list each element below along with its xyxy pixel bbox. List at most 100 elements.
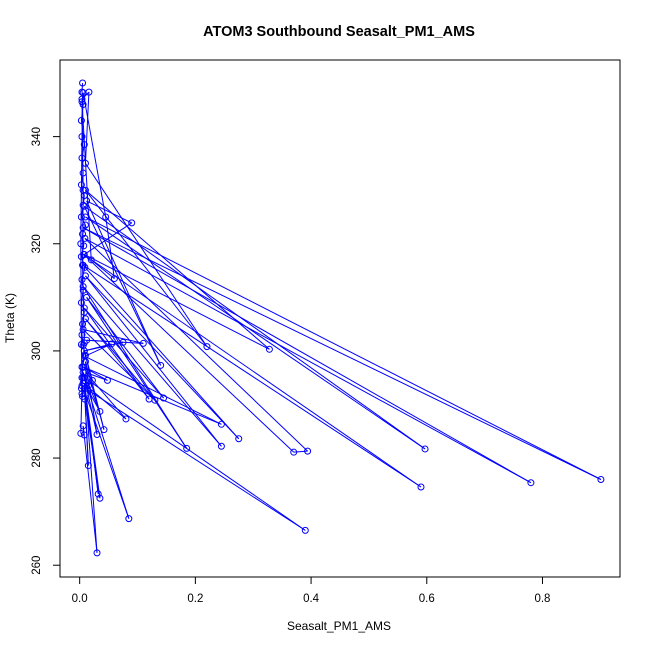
- data-point: [79, 283, 87, 291]
- data-point: [119, 338, 127, 346]
- series-segment: [84, 222, 133, 255]
- data-point: [79, 186, 87, 194]
- series-segment: [83, 328, 144, 344]
- data-point: [235, 435, 243, 443]
- series-segment: [82, 425, 98, 553]
- data-point: [79, 169, 87, 177]
- series-segment: [84, 238, 308, 452]
- series-segment: [82, 286, 222, 447]
- data-point: [78, 98, 86, 106]
- series-segment: [84, 388, 98, 553]
- series-segment: [86, 297, 188, 449]
- series-segment: [84, 355, 222, 425]
- data-point: [217, 442, 225, 450]
- series-segment: [82, 286, 188, 449]
- series-segment: [86, 339, 124, 343]
- x-axis: 0.0 0.2 0.4 0.6 0.8: [72, 576, 550, 605]
- series-segment: [86, 297, 164, 399]
- data-point: [597, 475, 605, 483]
- series-segment: [82, 227, 532, 484]
- data-point: [81, 234, 89, 242]
- data-point: [79, 79, 87, 87]
- data-point: [80, 431, 88, 439]
- data-point: [79, 422, 87, 430]
- series-segment: [82, 227, 602, 480]
- x-tick-label: 0.0: [72, 593, 88, 605]
- data-point: [83, 336, 91, 344]
- y-axis-label: Theta (K): [3, 293, 17, 343]
- data-point: [80, 308, 88, 316]
- data-point: [77, 213, 85, 221]
- data-point: [81, 352, 89, 360]
- series-segment: [80, 385, 83, 434]
- series-segment: [82, 329, 156, 401]
- x-tick-label: 0.2: [187, 593, 203, 605]
- data-point: [81, 159, 89, 167]
- data-point: [79, 261, 87, 269]
- data-point: [265, 345, 273, 353]
- series-segment: [86, 200, 132, 224]
- data-point: [157, 361, 165, 369]
- data-point: [100, 426, 108, 434]
- data-point: [421, 445, 429, 453]
- data-point: [79, 286, 87, 294]
- data-point: [128, 219, 136, 227]
- data-point: [81, 272, 89, 280]
- data-point: [79, 320, 87, 328]
- y-tick-label: 340: [31, 127, 43, 146]
- series-segment: [82, 264, 240, 440]
- series-segment: [82, 264, 422, 488]
- data-point: [77, 240, 85, 248]
- data-point: [80, 347, 88, 355]
- data-point: [301, 526, 309, 534]
- data-point: [151, 396, 159, 404]
- data-point: [93, 549, 101, 557]
- data-point: [203, 343, 211, 351]
- series-segment: [82, 92, 107, 218]
- data-point: [79, 89, 87, 97]
- data-point: [87, 256, 95, 264]
- data-point: [77, 117, 85, 125]
- series-segment: [80, 136, 83, 244]
- data-point: [81, 390, 89, 398]
- series-segment: [85, 216, 426, 450]
- data-point: [88, 376, 96, 384]
- data-point: [81, 186, 89, 194]
- series-segment: [84, 343, 112, 352]
- data-point: [96, 494, 104, 502]
- data-point: [125, 515, 133, 523]
- series-segment: [84, 237, 532, 484]
- series-segment: [83, 377, 130, 519]
- y-tick-label: 320: [31, 234, 43, 253]
- data-point: [81, 315, 89, 323]
- data-point: [80, 304, 88, 312]
- x-tick-label: 0.4: [303, 593, 320, 605]
- data-point: [78, 276, 86, 284]
- series-segment: [85, 216, 602, 480]
- chart-title: ATOM3 Southbound Seasalt_PM1_AMS: [203, 24, 475, 40]
- data-point: [93, 430, 101, 438]
- series-segment: [83, 254, 295, 453]
- series-segment: [83, 307, 164, 399]
- series-segment: [81, 83, 84, 93]
- data-point: [304, 447, 312, 455]
- series-segment: [82, 366, 222, 425]
- x-tick-label: 0.8: [534, 593, 550, 605]
- data-point: [80, 202, 88, 210]
- data-point: [81, 358, 89, 366]
- data-point: [81, 395, 89, 403]
- data-point: [217, 420, 225, 428]
- series-segment: [84, 205, 426, 450]
- series-lines: [80, 83, 602, 553]
- series-segment: [84, 377, 306, 531]
- plot-area-border: [59, 59, 621, 578]
- data-point: [78, 95, 86, 103]
- data-point: [77, 340, 85, 348]
- data-point: [110, 275, 118, 283]
- series-segment: [83, 206, 162, 366]
- data-point: [84, 462, 92, 470]
- data-point: [80, 141, 88, 149]
- series-segment: [83, 254, 422, 488]
- data-point: [81, 263, 89, 271]
